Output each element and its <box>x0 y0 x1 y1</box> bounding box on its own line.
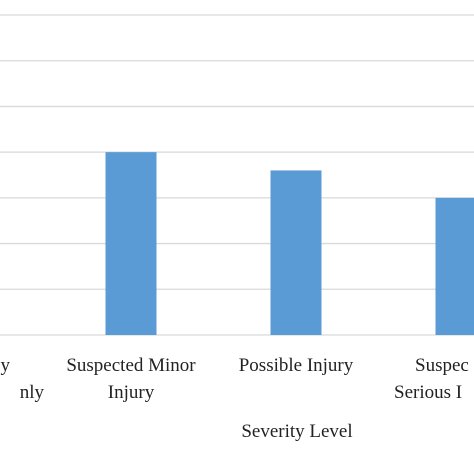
x-tick-label: Suspec Serious I <box>394 355 469 403</box>
bar <box>435 197 474 335</box>
x-tick-label: Possible Injury <box>239 355 354 376</box>
x-tick-label: ynly <box>1 355 45 403</box>
bar <box>105 152 157 335</box>
x-tick-label: Suspected Minor Injury <box>66 355 196 403</box>
bar <box>270 170 322 335</box>
x-axis-label: Severity Level <box>241 421 352 442</box>
